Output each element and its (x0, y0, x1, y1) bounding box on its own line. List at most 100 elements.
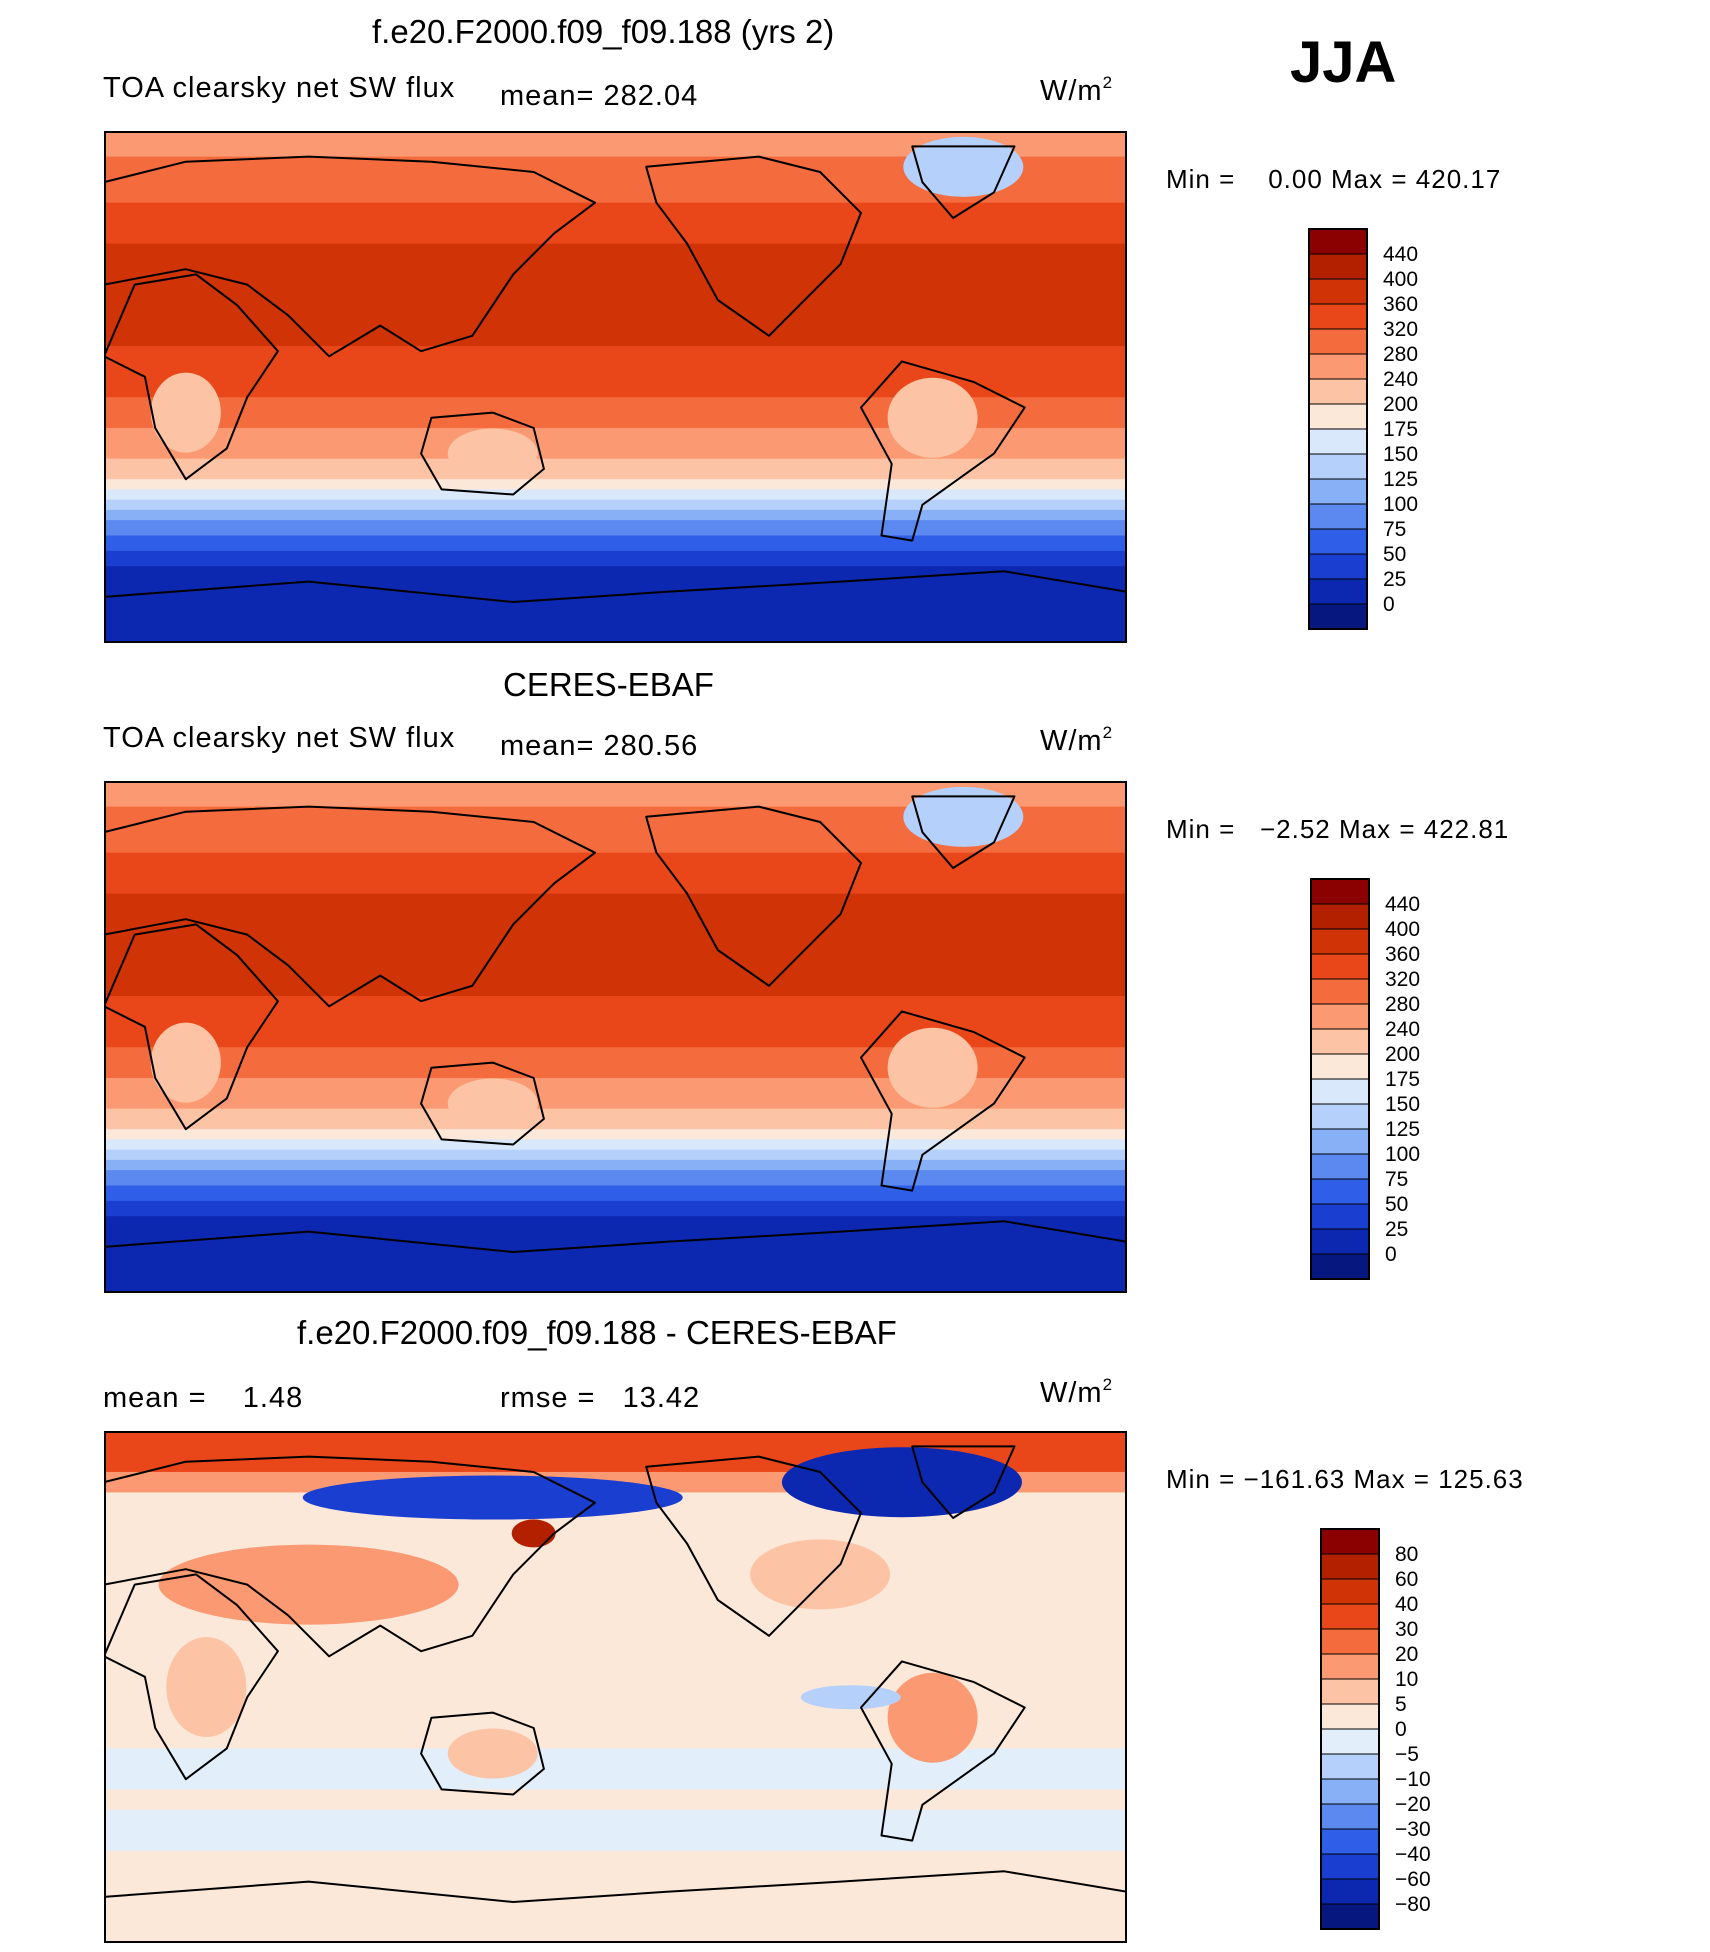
contour-band (104, 1185, 1127, 1202)
colorbar-tick-label: 80 (1395, 1543, 1418, 1566)
colorbar-tick-label: 40 (1395, 1593, 1418, 1616)
colorbar-swatch (1310, 1028, 1370, 1055)
contour-band (104, 893, 1127, 998)
colorbar-tick-label: −5 (1395, 1743, 1419, 1766)
colorbar-swatch (1308, 353, 1368, 380)
coastline (911, 795, 1016, 869)
colorbar-swatch (1308, 228, 1368, 255)
colorbar-swatch (1320, 1903, 1380, 1930)
colorbar-tick-label: 20 (1395, 1643, 1418, 1666)
colorbar-tick-label: 0 (1385, 1243, 1397, 1266)
contour-band (104, 1149, 1127, 1161)
coastline (911, 1445, 1016, 1519)
colorbar-tick-label: 75 (1385, 1168, 1408, 1191)
south-america-patch (887, 1027, 978, 1108)
panel3-title: f.e20.F2000.f09_f09.188 - CERES-EBAF (297, 1314, 897, 1351)
colorbar-tick-label: 30 (1395, 1618, 1418, 1641)
coastline (860, 1010, 1026, 1192)
colorbar-swatch (1320, 1528, 1380, 1555)
colorbar-tick-label: 360 (1383, 293, 1418, 316)
anomaly-patch (447, 1728, 538, 1779)
contour-band (104, 535, 1127, 552)
contour-band (104, 1170, 1127, 1187)
colorbar-tick-label: −30 (1395, 1818, 1431, 1841)
contour-band (104, 566, 1127, 643)
colorbar-swatch (1310, 1128, 1370, 1155)
colorbar-swatch (1320, 1703, 1380, 1730)
colorbar-swatch (1320, 1553, 1380, 1580)
season-label: JJA (1290, 30, 1397, 95)
colorbar-tick-label: 25 (1383, 568, 1406, 591)
anomaly-patch (781, 1447, 1022, 1518)
colorbar-tick-label: 10 (1395, 1668, 1418, 1691)
south-america-patch (887, 377, 978, 458)
colorbar-swatch (1310, 928, 1370, 955)
contour-band (104, 458, 1127, 481)
colorbar-tick-label: 125 (1385, 1118, 1420, 1141)
contour-band (104, 1216, 1127, 1293)
colorbar-tick-label: −10 (1395, 1768, 1431, 1791)
contour-band (104, 1789, 1127, 1811)
colorbar-swatch (1310, 978, 1370, 1005)
colorbar-tick-label: 440 (1385, 893, 1420, 916)
coastline (420, 1711, 545, 1796)
greenland-ice-patch (903, 136, 1024, 197)
coastline (104, 805, 596, 1008)
panel3-map (104, 1431, 1127, 1943)
contour-band (104, 550, 1127, 568)
colorbar-swatch (1320, 1878, 1380, 1905)
panel3-mean: mean = 1.48 (103, 1382, 304, 1414)
colorbar-swatch (1308, 328, 1368, 355)
anomaly-patch (158, 1544, 459, 1625)
coastline (104, 1870, 1127, 1943)
panel2-minmax: Min = −2.52 Max = 422.81 (1166, 814, 1510, 844)
colorbar-swatch (1310, 1078, 1370, 1105)
colorbar-swatch (1320, 1803, 1380, 1830)
coastline (104, 923, 279, 1131)
contour-band (104, 1809, 1127, 1852)
panel3-rmse: rmse = 13.42 (500, 1382, 701, 1414)
colorbar-swatch (1320, 1728, 1380, 1755)
contour-band (104, 499, 1127, 511)
colorbar-tick-label: 175 (1385, 1068, 1420, 1091)
panel2-variable-label: TOA clearsky net SW flux (103, 722, 456, 754)
colorbar-tick-label: 25 (1385, 1218, 1408, 1241)
colorbar-tick-label: −60 (1395, 1868, 1431, 1891)
colorbar-tick-label: 125 (1383, 468, 1418, 491)
colorbar-swatch (1308, 603, 1368, 630)
colorbar-swatch (1320, 1853, 1380, 1880)
colorbar-tick-label: 50 (1385, 1193, 1408, 1216)
map-frame (104, 1431, 1127, 1943)
anomaly-patch (887, 1672, 978, 1763)
greenland-ice-patch (903, 786, 1024, 847)
colorbar-swatch (1310, 1153, 1370, 1180)
contour-band (104, 996, 1127, 1049)
colorbar-swatch (1320, 1628, 1380, 1655)
colorbar-swatch (1310, 1003, 1370, 1030)
colorbar-swatch (1308, 303, 1368, 330)
coastline (420, 411, 545, 496)
contour-band (104, 243, 1127, 348)
coastline (645, 1455, 862, 1637)
colorbar-tick-label: 75 (1383, 518, 1406, 541)
colorbar-frame (1308, 228, 1368, 630)
colorbar-swatch (1308, 453, 1368, 480)
colorbar-swatch (1310, 1228, 1370, 1255)
contour-band (104, 509, 1127, 522)
colorbar-swatch (1310, 1178, 1370, 1205)
panel1-unit: W/m2 (1040, 73, 1114, 107)
contour-band (104, 1108, 1127, 1131)
colorbar-tick-label: 60 (1395, 1568, 1418, 1591)
colorbar-swatch (1308, 278, 1368, 305)
colorbar-tick-label: 0 (1395, 1718, 1407, 1741)
colorbar-swatch (1320, 1653, 1380, 1680)
colorbar-swatch (1320, 1678, 1380, 1705)
colorbar-swatch (1310, 953, 1370, 980)
map-frame (104, 131, 1127, 643)
colorbar-swatch (1320, 1828, 1380, 1855)
colorbar-tick-label: 200 (1385, 1043, 1420, 1066)
panel1-minmax: Min = 0.00 Max = 420.17 (1166, 164, 1502, 194)
colorbar-swatch (1310, 1103, 1370, 1130)
map-frame (104, 781, 1127, 1293)
